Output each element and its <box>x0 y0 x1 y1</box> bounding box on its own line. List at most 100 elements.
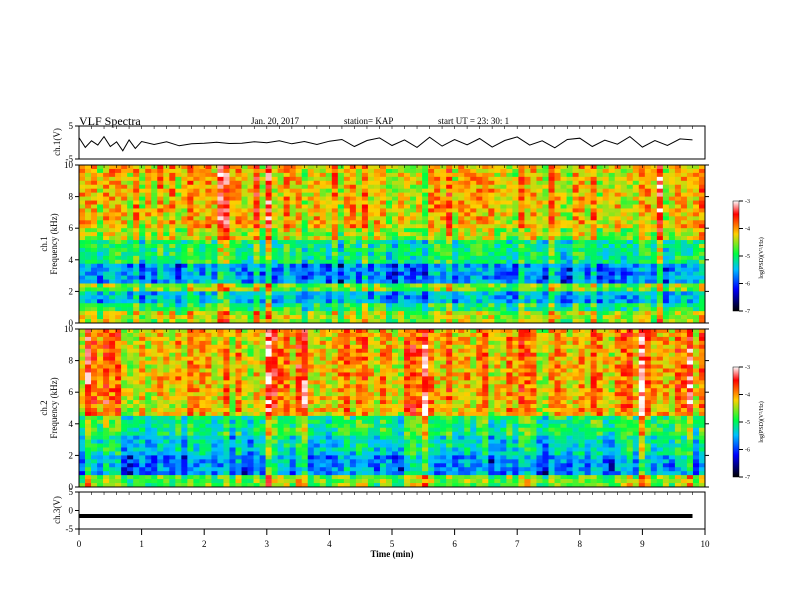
spectrogram-cell <box>494 299 501 304</box>
spectrogram-cell <box>349 165 357 170</box>
spectrogram-cell <box>85 165 92 170</box>
spectrogram-cell <box>325 332 333 338</box>
spectrogram-cell <box>325 275 333 280</box>
spectrogram-cell <box>410 295 417 300</box>
spectrogram-cell <box>398 315 405 320</box>
spectrogram-cell <box>319 311 327 316</box>
spectrogram-cell <box>518 228 525 233</box>
spectrogram-cell <box>638 279 646 284</box>
spectrogram-cell <box>470 352 477 357</box>
spectrogram-cell <box>566 240 573 245</box>
spectrogram-cell <box>530 259 537 265</box>
spectrogram-cell <box>578 224 585 229</box>
spectrogram-cell <box>590 176 597 182</box>
spectrogram-cell <box>476 295 483 300</box>
spectrogram-cell <box>692 352 700 357</box>
spectrogram-cell <box>662 307 670 312</box>
spectrogram-cell <box>590 352 597 357</box>
spectrogram-cell <box>325 263 333 268</box>
spectrogram-cell <box>500 208 507 213</box>
spectrogram-cell <box>79 291 86 296</box>
spectrogram-cell <box>422 240 429 245</box>
spectrogram-cell <box>638 208 646 213</box>
spectrogram-cell <box>494 196 501 201</box>
spectrogram-cell <box>163 267 170 272</box>
spectrogram-cell <box>686 224 694 229</box>
spectrogram-cell <box>199 315 206 320</box>
spectrogram-cell <box>169 251 176 257</box>
spectrogram-cell <box>686 287 694 292</box>
spectrogram-cell <box>524 303 531 308</box>
spectrogram-cell <box>638 315 646 320</box>
spectrogram-cell <box>283 352 290 357</box>
spectrogram-cell <box>145 271 152 276</box>
spectrogram-cell <box>656 307 664 312</box>
spectrogram-cell <box>163 263 170 268</box>
spectrogram-cell <box>229 184 236 189</box>
spectrogram-cell <box>494 251 501 257</box>
spectrogram-cell <box>211 232 218 237</box>
spectrogram-cell <box>494 259 501 265</box>
spectrogram-cell <box>205 287 212 292</box>
spectrogram-cell <box>542 244 549 249</box>
spectrogram-cell <box>181 228 188 233</box>
spectrogram-cell <box>554 271 561 276</box>
spectrogram-cell <box>566 259 573 265</box>
spectrogram-cell <box>506 311 513 316</box>
spectrogram-cell <box>614 247 622 253</box>
spectrogram-cell <box>662 232 670 237</box>
spectrogram-cell <box>211 172 218 178</box>
ch1-colorbar-bar <box>732 200 740 312</box>
spectrogram-cell <box>458 259 465 265</box>
spectrogram-cell <box>127 244 134 249</box>
spectrogram-cell <box>416 200 423 205</box>
spectrogram-cell <box>674 165 682 170</box>
spectrogram-cell <box>133 196 140 201</box>
spectrogram-cell <box>620 348 628 353</box>
spectrogram-cell <box>121 352 128 357</box>
spectrogram-cell <box>512 287 519 292</box>
spectrogram-cell <box>307 247 315 253</box>
spectrogram-cell <box>181 340 188 346</box>
spectrogram-cell <box>349 299 357 304</box>
spectrogram-cell <box>560 299 567 304</box>
spectrogram-cell <box>109 319 116 324</box>
spectrogram-cell <box>596 236 603 241</box>
spectrogram-cell <box>626 283 634 288</box>
spectrogram-cell <box>115 240 122 245</box>
spectrogram-cell <box>361 267 369 272</box>
spectrogram-cell <box>596 263 603 268</box>
spectrogram-cell <box>187 208 194 213</box>
spectrogram-cell <box>145 228 152 233</box>
spectrogram-cell <box>674 180 682 186</box>
spectrogram-cell <box>404 232 411 237</box>
spectrogram-cell <box>97 216 104 221</box>
spectrogram-cell <box>554 236 561 241</box>
spectrogram-cell <box>361 228 369 233</box>
spectrogram-cell <box>355 247 363 253</box>
spectrogram-cell <box>644 263 652 268</box>
spectrogram-cell <box>385 200 393 205</box>
spectrogram-cell <box>518 165 525 170</box>
spectrogram-cell <box>175 291 182 296</box>
spectrogram-cell <box>253 275 260 280</box>
spectrogram-cell <box>271 307 278 312</box>
spectrogram-cell <box>458 168 465 174</box>
spectrogram-cell <box>199 291 206 296</box>
spectrogram-cell <box>416 295 423 300</box>
spectrogram-cell <box>632 216 640 221</box>
spectrogram-cell <box>416 352 423 357</box>
colorbar-tick-label: -3 <box>745 199 750 205</box>
spectrogram-cell <box>325 344 333 350</box>
spectrogram-cell <box>548 247 555 253</box>
spectrogram-cell <box>175 283 182 288</box>
spectrogram-cell <box>464 319 471 324</box>
spectrogram-cell <box>482 283 489 288</box>
spectrogram-cell <box>554 188 561 193</box>
spectrogram-cell <box>301 263 309 268</box>
spectrogram-cell <box>175 212 182 217</box>
spectrogram-cell <box>614 251 622 257</box>
spectrogram-cell <box>325 236 333 241</box>
spectrogram-cell <box>301 287 309 292</box>
spectrogram-cell <box>127 299 134 304</box>
